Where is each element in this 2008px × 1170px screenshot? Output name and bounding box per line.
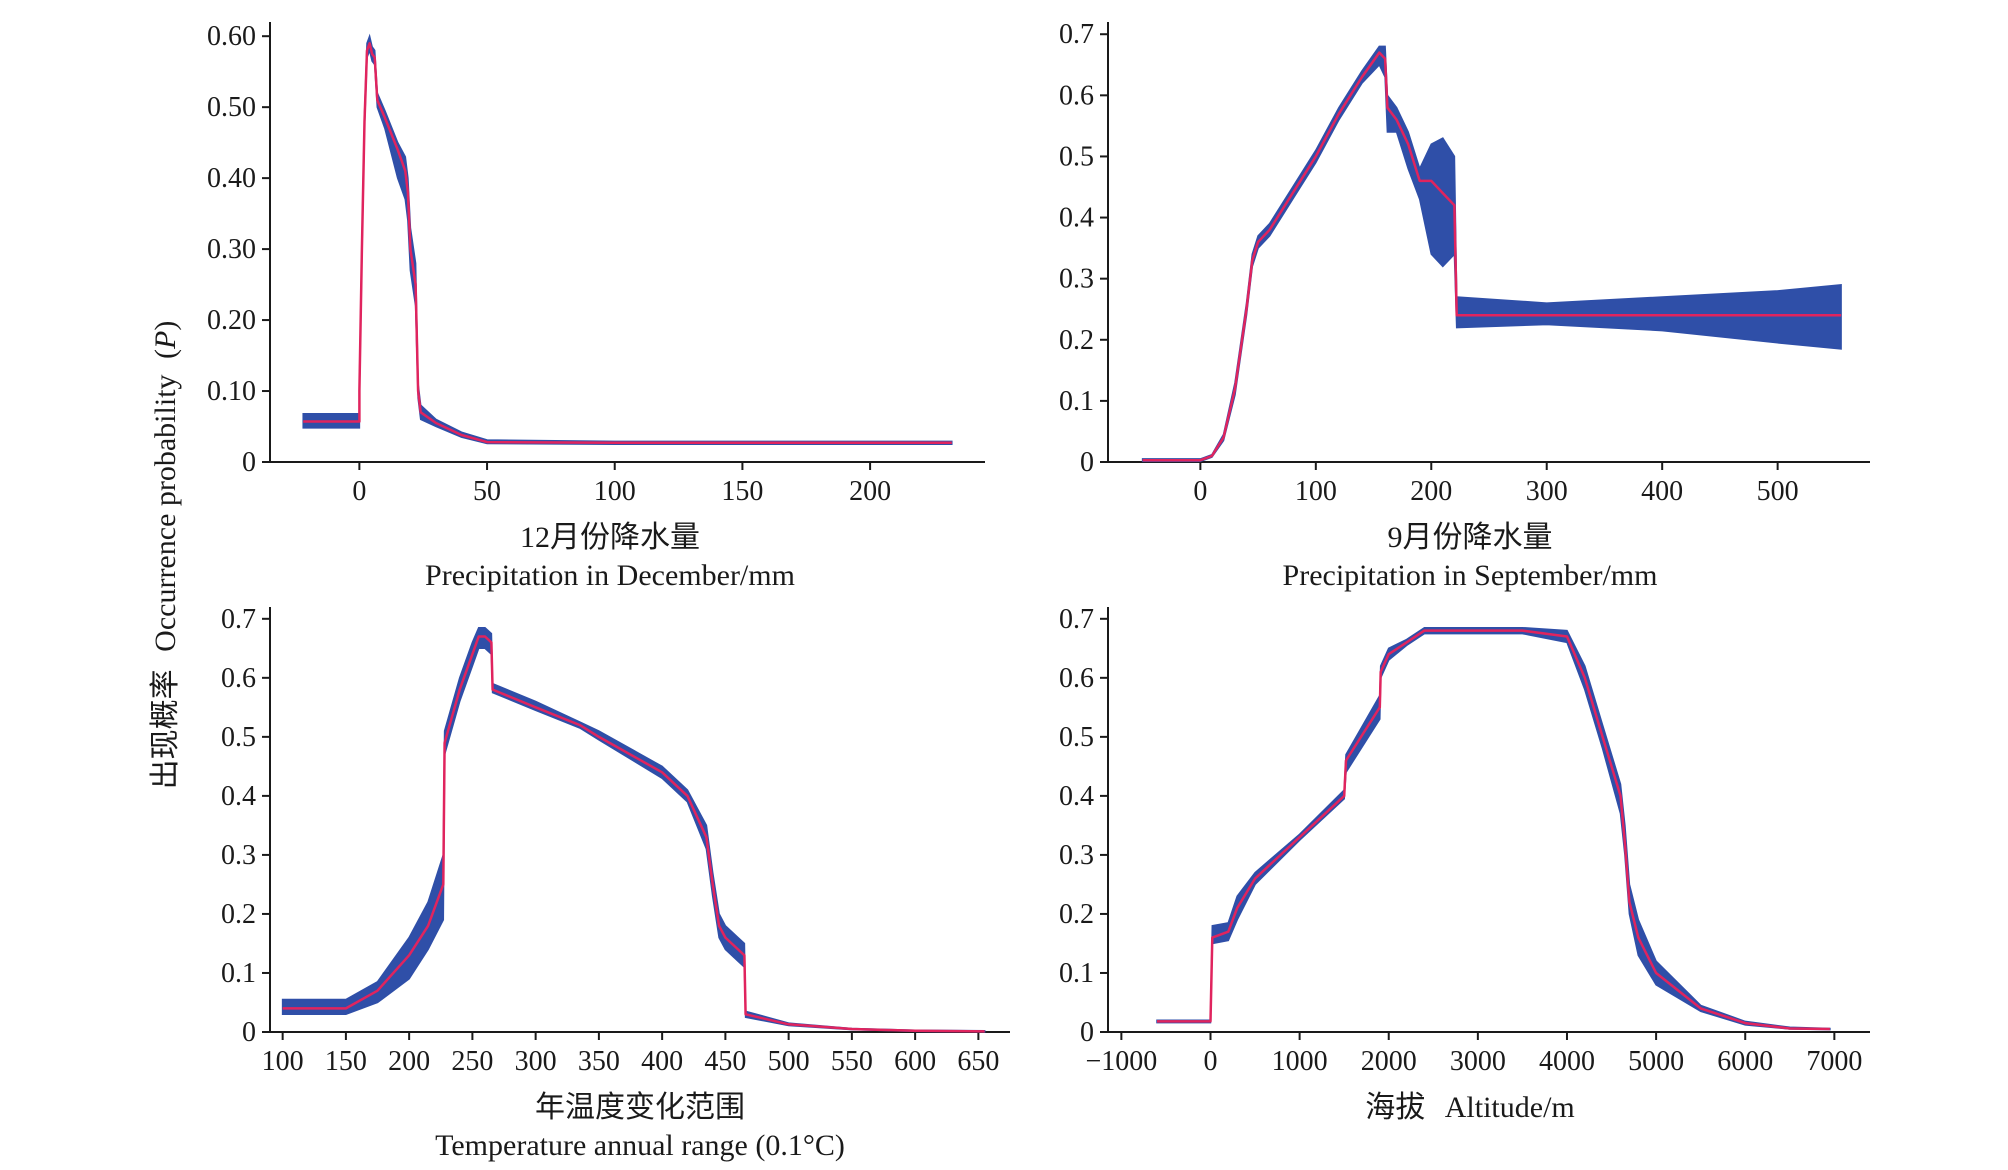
x-axis-title: 海拔 Altitude/m	[1365, 1091, 1575, 1124]
x-tick-label: 400	[641, 1046, 683, 1077]
y-tick-label: 0	[1080, 447, 1094, 478]
x-tick-label: 0	[352, 476, 366, 507]
x-tick-label: 300	[515, 1046, 557, 1077]
y-tick-label: 0.1	[221, 958, 256, 989]
y-tick-label: 0	[242, 1017, 256, 1048]
y-tick-label: 0.7	[1059, 604, 1094, 635]
x-tick-label: 200	[849, 476, 891, 507]
y-tick-label: 0.5	[1059, 722, 1094, 753]
x-tick-label: 4000	[1539, 1046, 1595, 1077]
y-tick-label: 0.40	[207, 163, 256, 194]
y-tick-label: 0.6	[1059, 80, 1094, 111]
confidence-band	[1141, 45, 1842, 463]
confidence-band	[281, 626, 986, 1033]
panel-december-precipitation: 12月份降水量 Precipitation in December/mm 0 0.…	[207, 21, 985, 592]
y-tick-label: 0.1	[1059, 958, 1094, 989]
x-tick-label: 550	[831, 1046, 873, 1077]
x-axis-title-en: Precipitation in September/mm	[1283, 559, 1658, 592]
x-tick-label: 650	[957, 1046, 999, 1077]
y-tick-label: 0.2	[221, 899, 256, 930]
y-axis-title-cn: 出现概率	[149, 669, 182, 789]
mean-response-line	[1157, 629, 1830, 1031]
x-tick-label: 0	[1203, 1046, 1217, 1077]
x-axis-title-en: Precipitation in December/mm	[425, 559, 795, 592]
x-tick-label: 150	[721, 476, 763, 507]
x-tick-label: 300	[1526, 476, 1568, 507]
x-tick-label: 0	[1193, 476, 1207, 507]
x-tick-label: 200	[388, 1046, 430, 1077]
x-tick-label: 1000	[1272, 1046, 1328, 1077]
y-tick-label: 0.50	[207, 92, 256, 123]
x-axis-title-cn: 12月份降水量	[520, 521, 700, 554]
y-axis-title-var: P	[149, 331, 182, 350]
y-tick-label: 0.5	[1059, 141, 1094, 172]
y-tick-label: 0	[1080, 1017, 1094, 1048]
y-tick-label: 0.20	[207, 305, 256, 336]
x-tick-label: 100	[594, 476, 636, 507]
x-tick-label: 350	[578, 1046, 620, 1077]
x-tick-label: 500	[768, 1046, 810, 1077]
x-tick-label: 100	[262, 1046, 304, 1077]
x-tick-label: 150	[325, 1046, 367, 1077]
panel-altitude: 海拔 Altitude/m 0 0.1 0.2 0.3 0.4 0.5 0.6 0.7 −100…	[1059, 604, 1870, 1124]
x-axis-title-cn: 海拔	[1365, 1091, 1425, 1124]
x-tick-label: 400	[1641, 476, 1683, 507]
y-tick-label: 0.2	[1059, 325, 1094, 356]
x-tick-label: 2000	[1361, 1046, 1417, 1077]
x-tick-label: 5000	[1628, 1046, 1684, 1077]
mean-response-line	[282, 635, 985, 1033]
x-axis-title-cn: 9月份降水量	[1388, 521, 1553, 554]
confidence-band	[302, 33, 953, 446]
panel-temperature-annual-range: 年温度变化范围 Temperature annual range (0.1°C)…	[221, 604, 1010, 1162]
y-tick-label: 0.2	[1059, 899, 1094, 930]
y-tick-label: 0.7	[221, 604, 256, 635]
y-tick-label: 0.3	[1059, 264, 1094, 295]
y-tick-label: 0.4	[1059, 781, 1094, 812]
confidence-band	[1156, 626, 1831, 1031]
mean-response-line	[1142, 51, 1842, 462]
x-tick-label: 250	[451, 1046, 493, 1077]
y-tick-label: 0.5	[221, 722, 256, 753]
y-tick-label: 0.4	[1059, 203, 1094, 234]
y-axis-title-en: Occurrence probability	[149, 374, 182, 651]
x-tick-label: 7000	[1806, 1046, 1862, 1077]
x-tick-label: 200	[1410, 476, 1452, 507]
x-tick-label: 600	[894, 1046, 936, 1077]
y-tick-label: 0.7	[1059, 19, 1094, 50]
y-tick-label: 0.60	[207, 21, 256, 52]
x-tick-label: 6000	[1717, 1046, 1773, 1077]
x-axis-title-en: Temperature annual range (0.1°C)	[435, 1129, 845, 1162]
y-tick-label: 0.6	[221, 663, 256, 694]
y-tick-label: 0.1	[1059, 386, 1094, 417]
x-axis-title-en: Altitude/m	[1445, 1091, 1575, 1124]
y-tick-label: 0.4	[221, 781, 256, 812]
mean-response-line	[303, 42, 952, 445]
shared-y-axis-title: 出现概率 Occurrence probability (P)	[149, 321, 182, 790]
x-tick-label: 50	[473, 476, 501, 507]
x-tick-label: 500	[1757, 476, 1799, 507]
panel-september-precipitation: 9月份降水量 Precipitation in September/mm 0 0.…	[1059, 19, 1870, 592]
y-tick-label: 0.10	[207, 376, 256, 407]
x-tick-label: 100	[1295, 476, 1337, 507]
x-tick-label: −1000	[1085, 1046, 1157, 1077]
y-tick-label: 0.3	[1059, 840, 1094, 871]
y-tick-label: 0	[242, 447, 256, 478]
x-axis-title-cn: 年温度变化范围	[535, 1091, 745, 1124]
x-tick-label: 450	[704, 1046, 746, 1077]
x-tick-label: 3000	[1450, 1046, 1506, 1077]
y-tick-label: 0.3	[221, 840, 256, 871]
y-tick-label: 0.6	[1059, 663, 1094, 694]
y-tick-label: 0.30	[207, 234, 256, 265]
